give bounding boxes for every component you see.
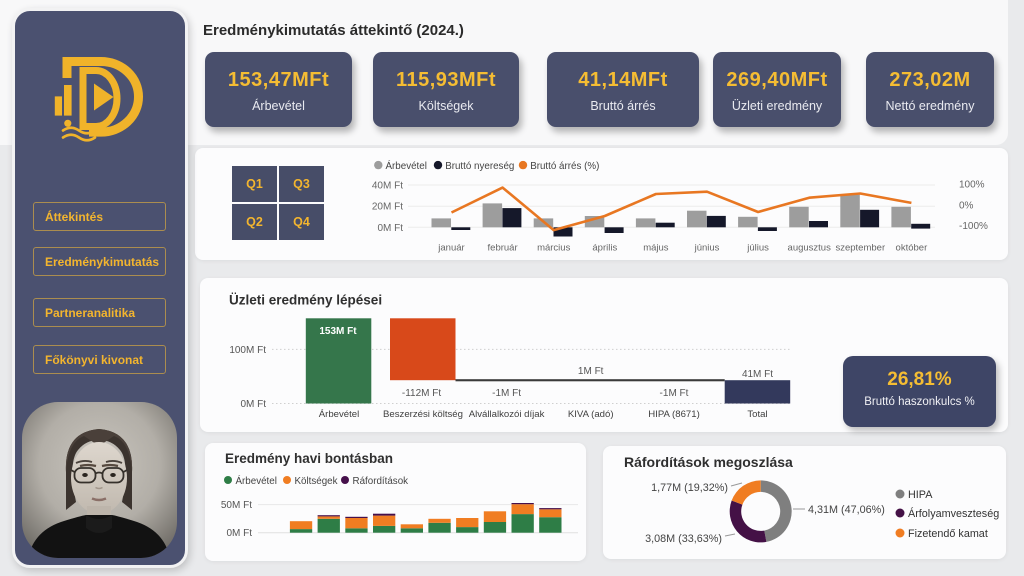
svg-text:1M Ft: 1M Ft [578,366,604,377]
svg-text:100M Ft: 100M Ft [229,345,266,356]
svg-text:június: június [694,243,720,254]
svg-text:Fizetendő kamat: Fizetendő kamat [908,528,988,540]
svg-text:0M Ft: 0M Ft [226,528,252,539]
svg-text:-1M Ft: -1M Ft [492,388,521,399]
svg-text:41M Ft: 41M Ft [742,369,773,380]
svg-text:100%: 100% [959,179,985,190]
svg-text:április: április [592,243,617,254]
svg-text:január: január [437,243,464,254]
svg-text:Árbevétel: Árbevétel [236,476,277,487]
svg-text:október: október [896,243,928,254]
svg-text:50M Ft: 50M Ft [221,500,252,511]
svg-text:március: március [537,243,571,254]
svg-text:KIVA (adó): KIVA (adó) [568,409,614,420]
svg-text:Ráfordítások megoszlása: Ráfordítások megoszlása [624,454,793,470]
svg-text:4,31M (47,06%): 4,31M (47,06%) [808,504,885,516]
svg-text:május: május [643,243,669,254]
svg-text:0%: 0% [959,201,974,212]
svg-text:0M Ft: 0M Ft [240,399,266,410]
svg-text:1,77M (19,32%): 1,77M (19,32%) [651,482,728,494]
svg-text:Alvállalkozói díjak: Alvállalkozói díjak [469,409,545,420]
svg-text:153M Ft: 153M Ft [319,326,357,337]
svg-text:-112M Ft: -112M Ft [402,388,441,399]
svg-text:Eredmény havi bontásban: Eredmény havi bontásban [225,451,393,466]
svg-text:Bruttó árrés (%): Bruttó árrés (%) [530,161,599,172]
svg-text:Árbevétel: Árbevétel [319,409,360,420]
svg-text:Árfolyamveszteség: Árfolyamveszteség [908,507,999,520]
svg-text:szeptember: szeptember [835,243,885,254]
svg-text:20M Ft: 20M Ft [372,202,403,213]
svg-text:-1M Ft: -1M Ft [660,388,689,399]
svg-text:február: február [488,243,518,254]
svg-text:0M Ft: 0M Ft [377,223,403,234]
svg-text:Bruttó nyereség: Bruttó nyereség [445,161,514,172]
svg-text:HIPA: HIPA [908,489,933,501]
svg-text:-100%: -100% [959,221,988,232]
svg-text:Árbevétel: Árbevétel [386,161,427,172]
svg-text:3,08M (33,63%): 3,08M (33,63%) [645,533,722,545]
svg-text:Beszerzési költség: Beszerzési költség [383,409,463,420]
svg-text:HIPA (8671): HIPA (8671) [648,409,700,420]
svg-text:július: július [746,243,769,254]
svg-text:Üzleti eredmény lépései: Üzleti eredmény lépései [229,293,382,308]
svg-text:40M Ft: 40M Ft [372,181,403,192]
svg-text:augusztus: augusztus [788,243,832,254]
svg-text:Ráfordítások: Ráfordítások [353,476,409,487]
svg-text:Költségek: Költségek [295,476,338,487]
svg-text:Total: Total [747,409,767,420]
